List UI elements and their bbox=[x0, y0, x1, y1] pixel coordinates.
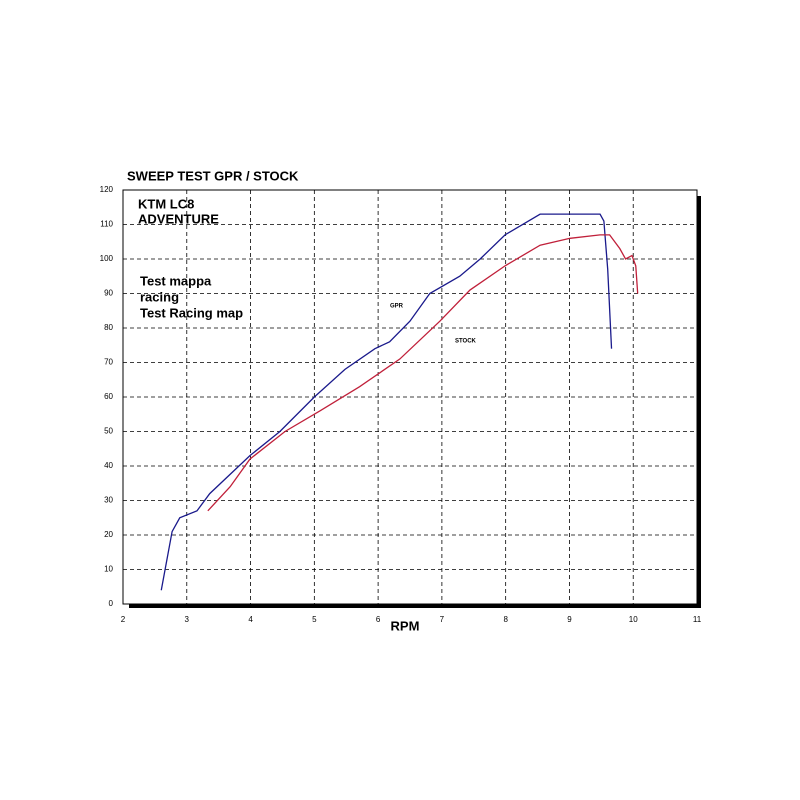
annotation: KTM LC8 bbox=[138, 196, 194, 211]
y-tick-label: 120 bbox=[100, 185, 114, 194]
y-tick-label: 80 bbox=[104, 323, 113, 332]
line-series bbox=[160, 213, 613, 591]
annotation: ADVENTURE bbox=[138, 211, 219, 226]
x-tick-label: 7 bbox=[440, 615, 445, 624]
x-tick-label: 6 bbox=[376, 615, 381, 624]
y-tick-label: 30 bbox=[104, 496, 113, 505]
x-tick-label: 2 bbox=[121, 615, 126, 624]
x-axis-label: RPM bbox=[391, 618, 420, 633]
series-label: GPR bbox=[390, 304, 404, 310]
y-tick-label: 100 bbox=[100, 254, 114, 263]
x-tick-label: 4 bbox=[248, 615, 253, 624]
plot-shadow-right bbox=[697, 196, 701, 608]
y-tick-label: 90 bbox=[104, 289, 113, 298]
x-tick-label: 11 bbox=[693, 615, 702, 624]
y-tick-label: 0 bbox=[109, 599, 114, 608]
series-label: STOCK bbox=[455, 339, 477, 345]
annotation: Test Racing map bbox=[140, 305, 243, 320]
chart-title: SWEEP TEST GPR / STOCK bbox=[127, 168, 299, 183]
annotation: racing bbox=[140, 289, 179, 304]
y-tick-label: 110 bbox=[100, 220, 113, 229]
y-tick-label: 10 bbox=[104, 565, 113, 574]
y-tick-label: 50 bbox=[104, 427, 113, 436]
x-tick-label: 9 bbox=[567, 615, 572, 624]
y-tick-label: 40 bbox=[104, 461, 113, 470]
x-tick-label: 3 bbox=[185, 615, 190, 624]
x-tick-label: 8 bbox=[503, 615, 508, 624]
annotation: Test mappa bbox=[140, 273, 212, 288]
line-series bbox=[207, 234, 639, 512]
y-tick-label: 20 bbox=[104, 530, 113, 539]
y-tick-label: 60 bbox=[104, 392, 113, 401]
y-tick-label: 70 bbox=[104, 358, 113, 367]
x-tick-label: 5 bbox=[312, 615, 317, 624]
x-tick-label: 10 bbox=[629, 615, 638, 624]
plot-shadow-bottom bbox=[129, 604, 701, 608]
